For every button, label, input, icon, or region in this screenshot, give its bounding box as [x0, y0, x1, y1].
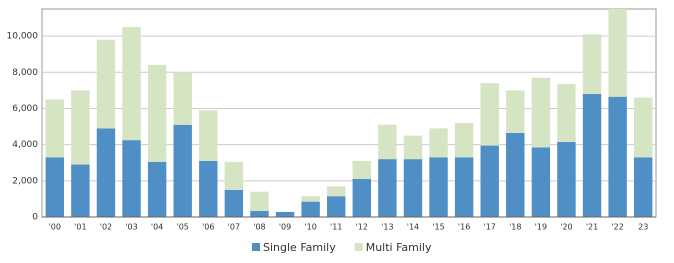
legend-swatch [252, 243, 260, 251]
bar-segment [250, 211, 269, 217]
bar-segment [199, 110, 218, 161]
x-tick-label: '07 [228, 223, 240, 232]
bar-segment [224, 161, 244, 190]
x-tick-label: '20 [560, 223, 572, 232]
bar-segment [275, 211, 295, 217]
x-tick-label: '16 [458, 223, 470, 232]
x-tick-label: '03 [125, 223, 137, 232]
bar-segment [582, 94, 602, 217]
x-tick-label: '15 [432, 223, 444, 232]
x-tick-label: '22 [611, 223, 623, 232]
bar-segment [173, 72, 192, 125]
x-tick-label: '05 [177, 223, 189, 232]
plot-area [41, 8, 657, 218]
legend-label: Single Family [263, 241, 336, 254]
y-tick-label: 2,000 [12, 176, 38, 186]
bar-segment [480, 83, 499, 146]
bar-segment [429, 157, 448, 217]
x-tick-label: '01 [74, 223, 86, 232]
bar-segment [403, 135, 423, 160]
x-tick-label: '09 [279, 223, 291, 232]
bar-segment [608, 9, 627, 97]
bar-segment [454, 122, 474, 158]
bar-segment [199, 160, 218, 217]
x-tick-label: '13 [381, 223, 393, 232]
bar-segment [352, 179, 372, 217]
bar-segment [173, 124, 192, 217]
bar-segment [378, 159, 397, 217]
bar-segment [224, 189, 244, 217]
x-tick-label: '14 [407, 223, 419, 232]
bar-segment [429, 128, 448, 158]
x-tick-label: '11 [330, 223, 342, 232]
bar-segment [531, 147, 551, 217]
bar-segment [633, 157, 653, 217]
y-tick-label: 10,000 [7, 32, 39, 42]
legend-swatch [354, 243, 363, 251]
bar-segment [96, 128, 116, 217]
bar-segment [531, 77, 551, 148]
x-tick-label: '17 [484, 223, 496, 232]
x-tick-label: '18 [509, 223, 521, 232]
bar-segment [96, 39, 116, 129]
bar-segment [71, 90, 90, 165]
bar-segment [147, 65, 167, 162]
x-tick-label: '19 [535, 223, 547, 232]
x-tick-label: '04 [151, 223, 163, 232]
x-tick-label: '08 [253, 223, 265, 232]
bar-segment [301, 196, 320, 202]
bar-segment [71, 164, 90, 217]
bar-segment [352, 160, 372, 180]
bar-segment [506, 90, 525, 133]
y-tick-label: 0 [32, 213, 38, 223]
bar-segment [45, 157, 65, 217]
bar-segment [122, 140, 141, 217]
x-tick-label: '06 [202, 223, 214, 232]
x-tick-label: '21 [586, 223, 598, 232]
bar-segment [557, 84, 576, 142]
x-tick-label: '12 [356, 223, 368, 232]
legend-label: Multi Family [366, 241, 432, 254]
y-tick-label: 4,000 [12, 140, 38, 150]
bar-segment [557, 141, 576, 217]
bar-segment [633, 97, 653, 158]
bar-segment [454, 157, 474, 217]
bar-segment [122, 27, 141, 141]
y-tick-label: 6,000 [12, 104, 38, 114]
bar-segment [378, 124, 397, 160]
bar-segment [403, 159, 423, 217]
y-tick-label: 8,000 [12, 68, 38, 78]
bar-segment [506, 132, 525, 217]
bar-segment [582, 34, 602, 95]
bar-segment [608, 96, 627, 217]
bar-segment [147, 161, 167, 217]
x-tick-label: 23 [638, 223, 648, 232]
bar-segment [45, 99, 65, 158]
bar-segment [326, 186, 346, 197]
x-tick-label: '00 [49, 223, 61, 232]
x-tick-label: '10 [304, 223, 316, 232]
bar-segment [250, 191, 269, 212]
bar-segment [326, 196, 346, 217]
bar-segment [301, 201, 320, 217]
bar-segment [480, 145, 499, 217]
x-tick-label: '02 [100, 223, 112, 232]
